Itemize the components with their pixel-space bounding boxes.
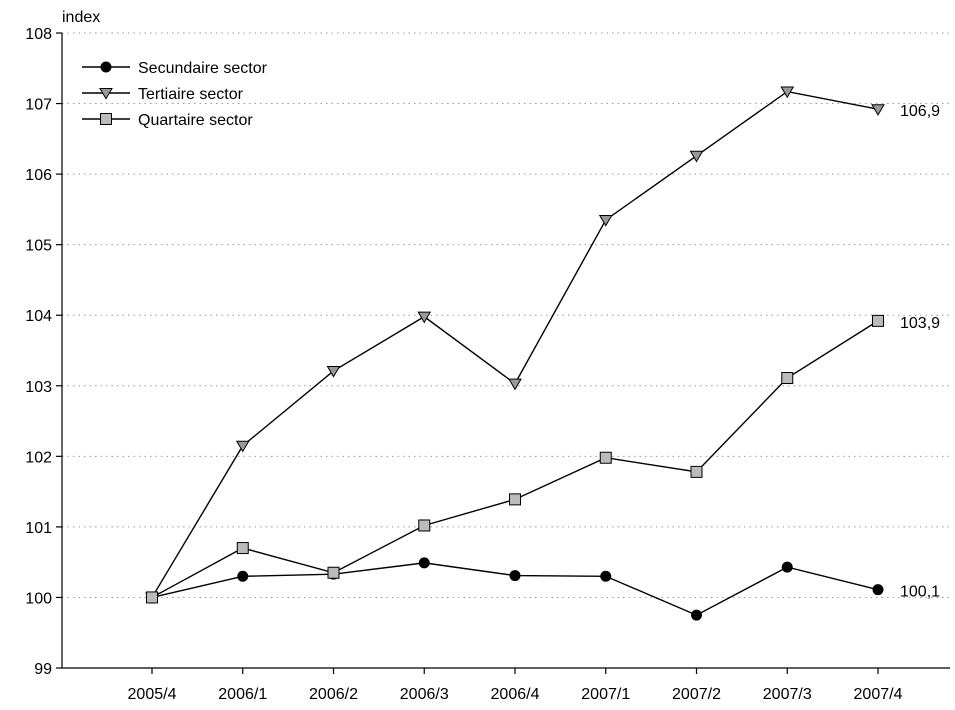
series-1 (145, 86, 885, 605)
axis-layer: index 99 100 101 102 103 104 105 106 107 108 2005/… (25, 9, 950, 703)
data-point-marker (600, 570, 612, 582)
legend-marker (99, 88, 113, 100)
data-point-marker (509, 493, 521, 506)
y-tick-label: 105 (25, 238, 52, 255)
x-tick-label: 2006/1 (218, 686, 267, 703)
y-tick-label: 102 (25, 449, 52, 466)
data-point-marker (235, 440, 250, 453)
data-point-marker (872, 584, 884, 596)
series-end-label: 100,1 (900, 584, 940, 601)
series-end-label: 106,9 (900, 103, 940, 120)
y-tick-label: 103 (25, 379, 52, 396)
series-line (151, 320, 879, 599)
data-point-marker (508, 378, 522, 391)
x-tick-label: 2006/2 (309, 686, 358, 703)
legend-item: Tertiaire sector (82, 86, 244, 103)
y-tick-label: 104 (25, 308, 52, 325)
data-point-marker (599, 451, 612, 464)
legend-label: Quartaire sector (138, 112, 253, 129)
x-tick-label: 2007/1 (581, 686, 630, 703)
series-line (151, 90, 879, 598)
x-tick-label: 2006/4 (491, 686, 540, 703)
y-tick-label: 108 (25, 26, 52, 43)
legend-marker (100, 113, 112, 125)
data-point-marker (598, 214, 613, 227)
legend-marker (100, 61, 112, 73)
data-point-marker (418, 557, 430, 569)
series-end-label: 103,9 (900, 315, 940, 332)
y-tick-label: 101 (25, 520, 52, 537)
legend-item: Quartaire sector (82, 112, 253, 129)
x-tick-label: 2007/2 (672, 686, 721, 703)
data-point-marker (146, 591, 158, 604)
x-tick-label: 2007/3 (763, 686, 812, 703)
end-label-layer: 100,1 106,9 103,9 (900, 103, 940, 600)
data-point-marker (418, 519, 431, 532)
y-tick-label: 107 (25, 97, 52, 114)
data-point-marker (326, 365, 341, 378)
y-tick-label: 106 (25, 167, 52, 184)
y-axis-unit-label: index (62, 9, 100, 26)
y-tick-label: 100 (25, 590, 52, 607)
data-point-marker (780, 86, 795, 99)
data-point-marker (417, 311, 432, 324)
data-point-marker (781, 561, 793, 573)
data-point-marker (509, 570, 521, 582)
data-point-marker (327, 566, 340, 579)
data-point-marker (781, 372, 794, 385)
data-point-marker (872, 314, 884, 327)
data-point-marker (690, 465, 703, 478)
legend: Secundaire sector Tertiaire sector Quartai… (82, 60, 268, 129)
legend-label: Secundaire sector (138, 60, 268, 77)
series-layer (145, 86, 885, 621)
data-point-marker (689, 150, 704, 163)
y-tick-label: 99 (34, 661, 52, 678)
x-tick-label: 2005/4 (128, 686, 177, 703)
legend-label: Tertiaire sector (138, 86, 244, 103)
data-point-marker (237, 570, 249, 582)
data-point-marker (871, 104, 885, 116)
data-point-marker (236, 542, 249, 555)
series-2 (146, 314, 884, 604)
x-tick-label: 2006/3 (400, 686, 449, 703)
legend-item: Secundaire sector (82, 60, 268, 77)
data-point-marker (691, 609, 702, 621)
series-0 (146, 557, 884, 621)
x-tick-label: 2007/4 (854, 686, 903, 703)
